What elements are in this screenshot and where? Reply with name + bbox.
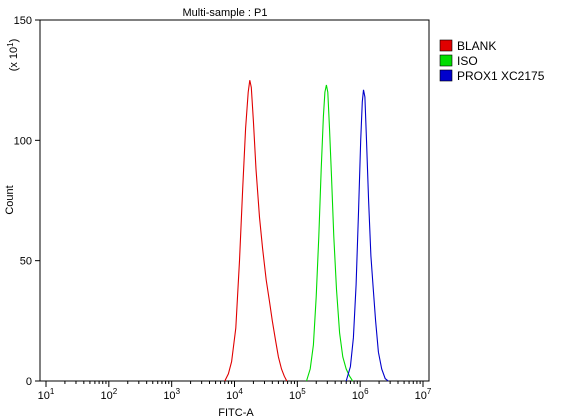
chart-title: Multi-sample : P1: [183, 7, 268, 19]
x-tick-label: 102: [100, 387, 117, 402]
x-tick-base: 10: [289, 390, 301, 402]
x-tick-label: 105: [289, 387, 306, 402]
x-tick-base: 10: [415, 390, 427, 402]
x-tick-exponent: 6: [364, 387, 369, 396]
x-tick-base: 10: [38, 390, 50, 402]
y-axis-title: Count: [4, 185, 16, 214]
legend-swatch: [439, 69, 453, 82]
y-tick-label: 100: [14, 135, 32, 147]
x-axis-ticks: 101 102 103 104 105 106 107: [38, 381, 432, 402]
y-axis-ticks: 0 50 100 150: [14, 15, 40, 388]
x-tick-label: 101: [38, 387, 55, 402]
x-tick-base: 10: [163, 390, 175, 402]
x-tick-base: 10: [352, 390, 364, 402]
x-axis-title: FITC-A: [218, 407, 254, 419]
series-line-2: [305, 84, 354, 382]
y-multiplier-suffix: ): [8, 39, 20, 43]
legend-label: BLANK: [457, 39, 496, 53]
x-tick-exponent: 1: [50, 387, 55, 396]
x-tick-exponent: 4: [238, 387, 243, 396]
series-lines: [224, 80, 389, 382]
y-tick-label: 150: [14, 15, 32, 27]
legend-label: PROX1 XC2175: [457, 69, 545, 83]
plot-frame: [39, 19, 430, 382]
legend-label: ISO: [457, 54, 478, 68]
svg-text:(x 101): (x 101): [6, 39, 20, 72]
y-multiplier-label: (x 101): [6, 39, 20, 72]
y-tick-label: 50: [20, 256, 32, 268]
legend-swatch: [439, 54, 453, 67]
y-multiplier-exponent: 1: [6, 42, 15, 47]
x-tick-exponent: 2: [113, 387, 118, 396]
x-tick-label: 107: [415, 387, 432, 402]
x-tick-exponent: 3: [176, 387, 181, 396]
x-tick-label: 103: [163, 387, 180, 402]
y-tick-label: 0: [26, 376, 32, 388]
y-multiplier-prefix: (x 10: [8, 47, 20, 71]
x-tick-base: 10: [226, 390, 238, 402]
legend-swatch: [439, 39, 453, 52]
x-tick-label: 106: [352, 387, 369, 402]
x-tick-base: 10: [100, 390, 112, 402]
x-tick-label: 104: [226, 387, 243, 402]
series-line-1: [224, 80, 288, 382]
x-tick-exponent: 7: [427, 387, 432, 396]
series-line-3: [345, 89, 389, 382]
x-tick-exponent: 5: [301, 387, 306, 396]
